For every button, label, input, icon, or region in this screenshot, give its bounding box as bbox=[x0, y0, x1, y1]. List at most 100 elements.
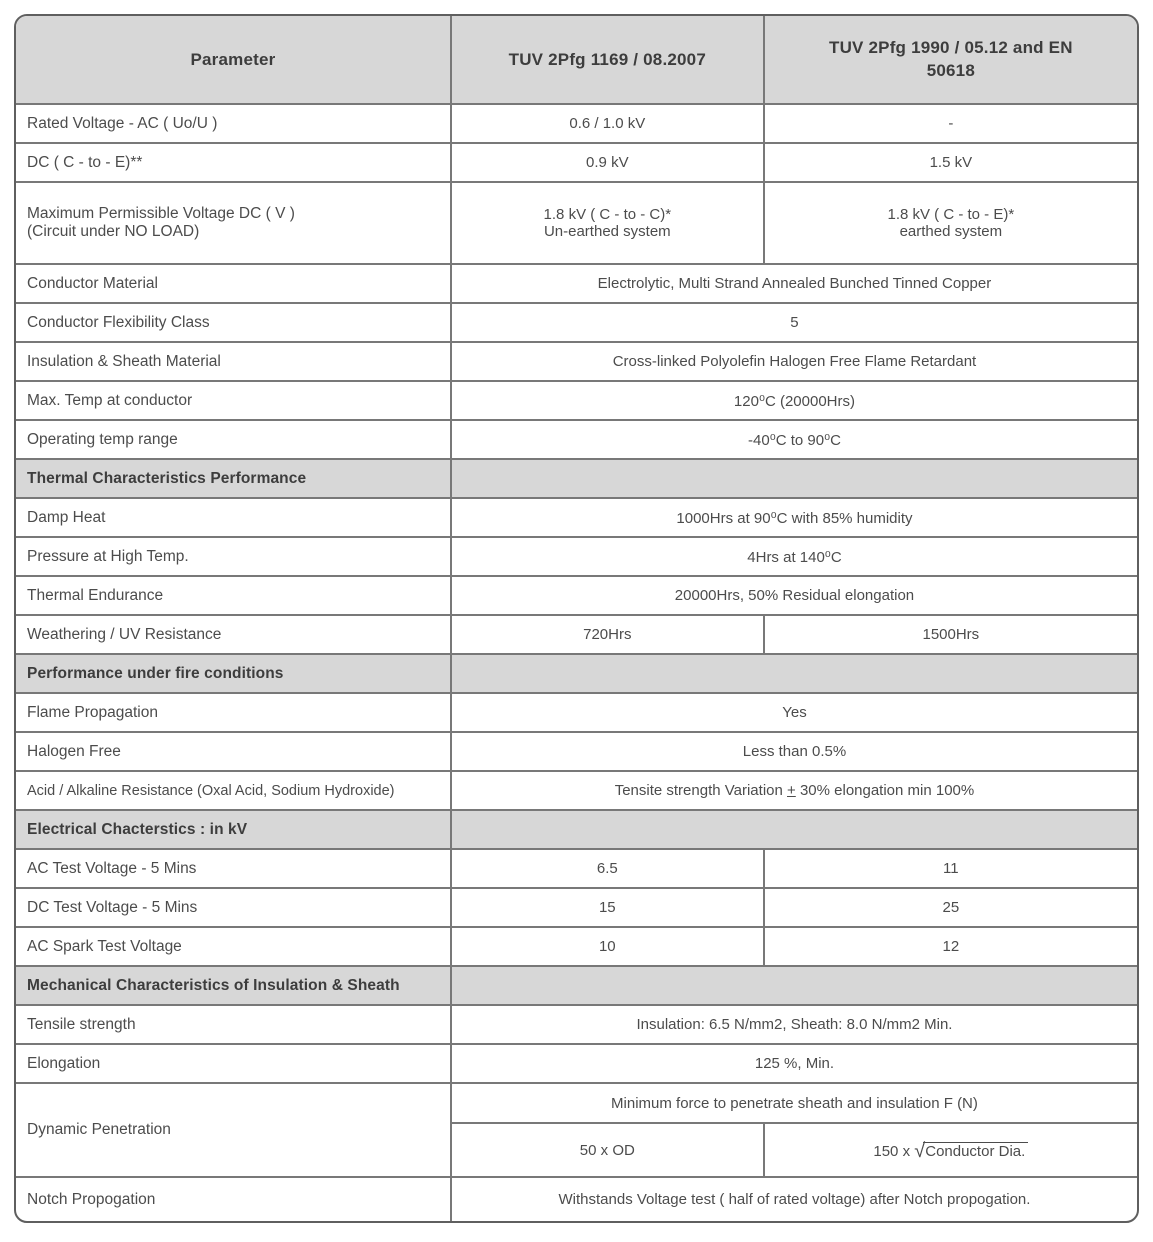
header-parameter-label: Parameter bbox=[190, 49, 276, 69]
value-acid-alkaline-post: 30% elongation min 100% bbox=[795, 782, 975, 799]
plus-minus-sign: + bbox=[787, 782, 796, 799]
table-row: DC ( C - to - E)** 0.9 kV 1.5 kV bbox=[16, 142, 1137, 183]
value-max-permissible-1169-line1: 1.8 kV ( C - to - C)* bbox=[543, 206, 672, 223]
table-row: Pressure at High Temp. 4Hrs at 140⁰C bbox=[16, 536, 1137, 577]
value-ac-spark-1169: 10 bbox=[449, 926, 765, 967]
param-dc-c-to-e: DC ( C - to - E)** bbox=[16, 142, 452, 183]
param-flexibility-class: Conductor Flexibility Class bbox=[16, 302, 452, 343]
table-row: Thermal Endurance 20000Hrs, 50% Residual… bbox=[16, 575, 1137, 616]
param-dynamic-penetration: Dynamic Penetration bbox=[16, 1082, 452, 1178]
value-flexibility-class: 5 bbox=[449, 302, 1137, 343]
param-operating-temp: Operating temp range bbox=[16, 419, 452, 460]
table-row: AC Spark Test Voltage 10 12 bbox=[16, 926, 1137, 967]
radical-prefix: 150 x bbox=[873, 1142, 915, 1160]
value-elongation: 125 %, Min. bbox=[449, 1043, 1137, 1084]
value-flame-propagation: Yes bbox=[449, 692, 1137, 733]
header-tuv-1169: TUV 2Pfg 1169 / 08.2007 bbox=[449, 16, 765, 105]
table-row: Elongation 125 %, Min. bbox=[16, 1043, 1137, 1084]
section-title-electrical: Electrical Chacterstics : in kV bbox=[16, 809, 452, 850]
header-row: Parameter TUV 2Pfg 1169 / 08.2007 TUV 2P… bbox=[16, 16, 1137, 105]
section-filler-mechanical bbox=[449, 965, 1137, 1006]
section-filler-thermal bbox=[449, 458, 1137, 499]
value-damp-heat: 1000Hrs at 90⁰C with 85% humidity bbox=[449, 497, 1137, 538]
param-dc-test: DC Test Voltage - 5 Mins bbox=[16, 887, 452, 928]
value-thermal-endurance: 20000Hrs, 50% Residual elongation bbox=[449, 575, 1137, 616]
param-max-permissible-line1: Maximum Permissible Voltage DC ( V ) bbox=[27, 205, 295, 222]
value-dc-c-to-e-1169: 0.9 kV bbox=[449, 142, 765, 183]
section-row-fire: Performance under fire conditions bbox=[16, 653, 1137, 694]
header-parameter: Parameter bbox=[16, 16, 452, 105]
section-title-mechanical: Mechanical Characteristics of Insulation… bbox=[16, 965, 452, 1006]
value-weathering-1990: 1500Hrs bbox=[762, 614, 1137, 655]
table-row: Halogen Free Less than 0.5% bbox=[16, 731, 1137, 772]
value-acid-alkaline-pre: Tensite strength Variation bbox=[614, 782, 788, 799]
section-row-electrical: Electrical Chacterstics : in kV bbox=[16, 809, 1137, 850]
header-tuv-1169-label: TUV 2Pfg 1169 / 08.2007 bbox=[508, 49, 706, 69]
param-weathering: Weathering / UV Resistance bbox=[16, 614, 452, 655]
param-max-temp: Max. Temp at conductor bbox=[16, 380, 452, 421]
section-filler-electrical bbox=[449, 809, 1137, 850]
table-row: Tensile strength Insulation: 6.5 N/mm2, … bbox=[16, 1004, 1137, 1045]
value-dc-test-1990: 25 bbox=[762, 887, 1137, 928]
table-row: Rated Voltage - AC ( Uo/U ) 0.6 / 1.0 kV… bbox=[16, 103, 1137, 144]
value-operating-temp: -40⁰C to 90⁰C bbox=[449, 419, 1137, 460]
param-ac-spark: AC Spark Test Voltage bbox=[16, 926, 452, 967]
value-ac-spark-1990: 12 bbox=[762, 926, 1137, 967]
param-acid-alkaline: Acid / Alkaline Resistance (Oxal Acid, S… bbox=[16, 770, 452, 811]
spec-table-frame: Parameter TUV 2Pfg 1169 / 08.2007 TUV 2P… bbox=[14, 14, 1139, 1223]
table-row: Flame Propagation Yes bbox=[16, 692, 1137, 733]
radical-content: Conductor Dia. bbox=[923, 1141, 1029, 1160]
header-tuv-1990: TUV 2Pfg 1990 / 05.12 and EN 50618 bbox=[762, 16, 1137, 105]
value-halogen-free: Less than 0.5% bbox=[449, 731, 1137, 772]
table-row: 50 x OD 150 x √Conductor Dia. bbox=[16, 1122, 1137, 1178]
table-row: Maximum Permissible Voltage DC ( V ) (Ci… bbox=[16, 181, 1137, 265]
table-row: Max. Temp at conductor 120⁰C (20000Hrs) bbox=[16, 380, 1137, 421]
value-ac-test-1990: 11 bbox=[762, 848, 1137, 889]
value-max-permissible-1990-line1: 1.8 kV ( C - to - E)* bbox=[887, 206, 1015, 223]
value-conductor-material: Electrolytic, Multi Strand Annealed Bunc… bbox=[449, 263, 1137, 304]
value-acid-alkaline: Tensite strength Variation + 30% elongat… bbox=[449, 770, 1137, 811]
param-conductor-material: Conductor Material bbox=[16, 263, 452, 304]
value-insulation-sheath: Cross-linked Polyolefin Halogen Free Fla… bbox=[449, 341, 1137, 382]
param-max-permissible-line2: (Circuit under NO LOAD) bbox=[27, 223, 200, 240]
value-dc-test-1169: 15 bbox=[449, 887, 765, 928]
param-rated-voltage: Rated Voltage - AC ( Uo/U ) bbox=[16, 103, 452, 144]
section-row-thermal: Thermal Characteristics Performance bbox=[16, 458, 1137, 499]
section-row-mechanical: Mechanical Characteristics of Insulation… bbox=[16, 965, 1137, 1006]
value-weathering-1169: 720Hrs bbox=[449, 614, 765, 655]
param-ac-test: AC Test Voltage - 5 Mins bbox=[16, 848, 452, 889]
spec-table: Parameter TUV 2Pfg 1169 / 08.2007 TUV 2P… bbox=[16, 16, 1137, 1221]
param-damp-heat: Damp Heat bbox=[16, 497, 452, 538]
table-row: Damp Heat 1000Hrs at 90⁰C with 85% humid… bbox=[16, 497, 1137, 538]
value-dynamic-penetration-desc: Minimum force to penetrate sheath and in… bbox=[449, 1082, 1137, 1124]
value-max-permissible-1169: 1.8 kV ( C - to - C)* Un-earthed system bbox=[449, 181, 765, 265]
value-max-permissible-1990-line2: earthed system bbox=[899, 223, 1003, 240]
section-title-fire: Performance under fire conditions bbox=[16, 653, 452, 694]
value-max-permissible-1990: 1.8 kV ( C - to - E)* earthed system bbox=[762, 181, 1137, 265]
table-row: Acid / Alkaline Resistance (Oxal Acid, S… bbox=[16, 770, 1137, 811]
section-title-thermal: Thermal Characteristics Performance bbox=[16, 458, 452, 499]
table-row: Conductor Flexibility Class 5 bbox=[16, 302, 1137, 343]
param-max-permissible: Maximum Permissible Voltage DC ( V ) (Ci… bbox=[16, 181, 452, 265]
section-filler-fire bbox=[449, 653, 1137, 694]
param-flame-propagation: Flame Propagation bbox=[16, 692, 452, 733]
param-halogen-free: Halogen Free bbox=[16, 731, 452, 772]
value-rated-voltage-1990: - bbox=[762, 103, 1137, 144]
table-row: AC Test Voltage - 5 Mins 6.5 11 bbox=[16, 848, 1137, 889]
table-row: DC Test Voltage - 5 Mins 15 25 bbox=[16, 887, 1137, 928]
table-row: Dynamic Penetration Minimum force to pen… bbox=[16, 1082, 1137, 1178]
value-dc-c-to-e-1990: 1.5 kV bbox=[762, 142, 1137, 183]
value-dynamic-penetration-1990: 150 x √Conductor Dia. bbox=[762, 1122, 1137, 1178]
value-tensile: Insulation: 6.5 N/mm2, Sheath: 8.0 N/mm2… bbox=[449, 1004, 1137, 1045]
table-row: Operating temp range -40⁰C to 90⁰C bbox=[16, 419, 1137, 460]
param-thermal-endurance: Thermal Endurance bbox=[16, 575, 452, 616]
value-max-temp: 120⁰C (20000Hrs) bbox=[449, 380, 1137, 421]
header-tuv-1990-label: TUV 2Pfg 1990 / 05.12 and EN 50618 bbox=[828, 37, 1073, 80]
param-tensile: Tensile strength bbox=[16, 1004, 452, 1045]
value-pressure-high-temp: 4Hrs at 140⁰C bbox=[449, 536, 1137, 577]
param-notch: Notch Propogation bbox=[16, 1176, 452, 1221]
table-row: Notch Propogation Withstands Voltage tes… bbox=[16, 1176, 1137, 1221]
table-row: Conductor Material Electrolytic, Multi S… bbox=[16, 263, 1137, 304]
value-ac-test-1169: 6.5 bbox=[449, 848, 765, 889]
